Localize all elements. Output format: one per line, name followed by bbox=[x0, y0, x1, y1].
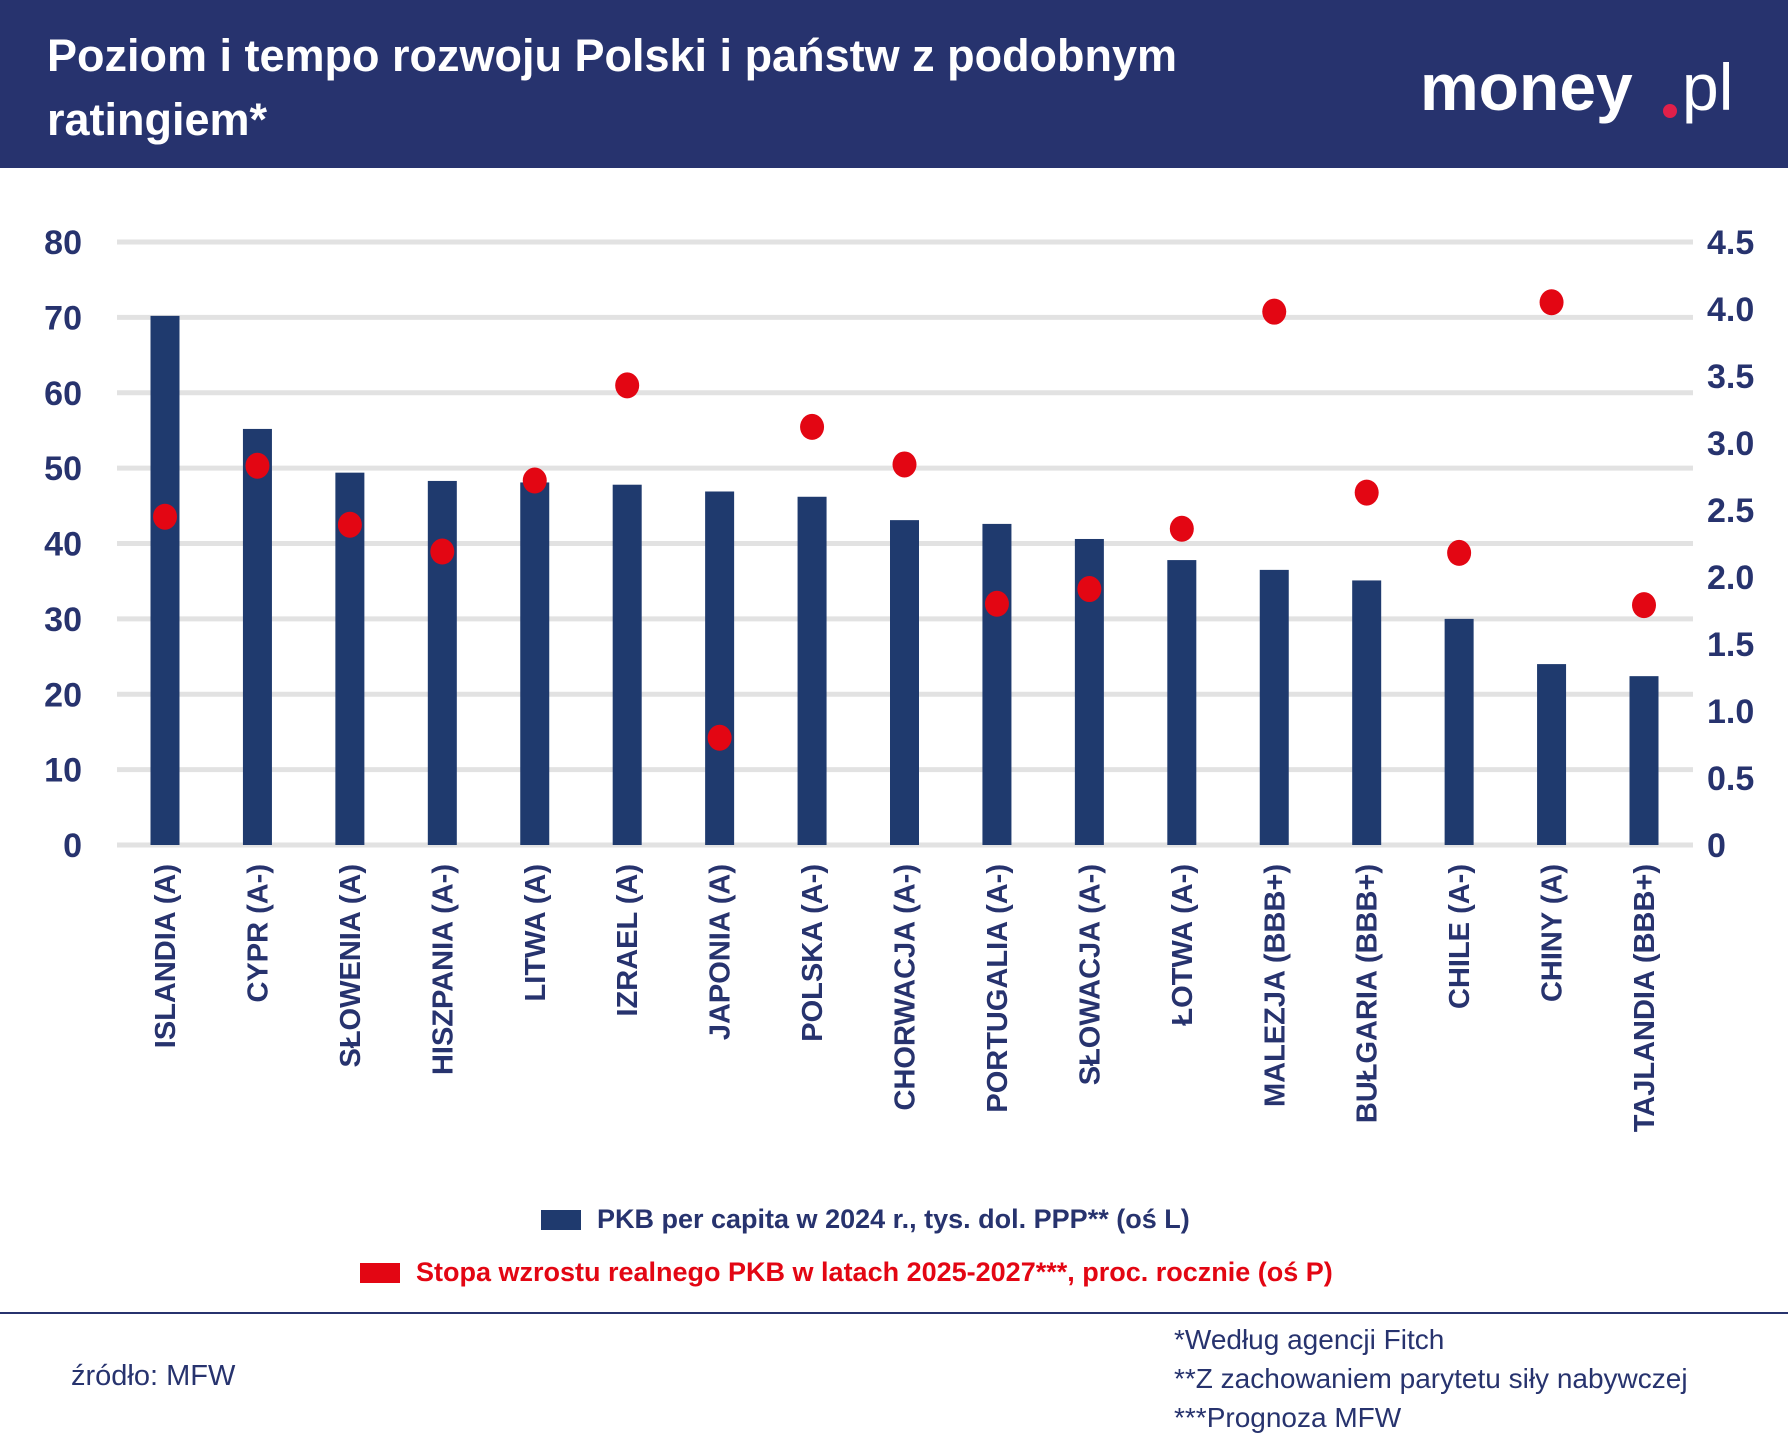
data-point bbox=[430, 538, 455, 565]
legend-item-bars: PKB per capita w 2024 r., tys. dol. PPP*… bbox=[541, 1204, 1190, 1235]
category-label: PORTUGALIA (A-) bbox=[982, 864, 1014, 1113]
footnote: *Według agencji Fitch bbox=[1174, 1324, 1445, 1355]
category-label: CHORWACJA (A-) bbox=[890, 864, 922, 1111]
bar bbox=[890, 520, 919, 845]
money-pl-logo: money pl bbox=[1420, 50, 1733, 124]
right-axis-tick: 0.5 bbox=[1707, 760, 1754, 798]
bar bbox=[982, 523, 1012, 845]
category-label: BUŁGARIA (BBB+) bbox=[1352, 864, 1384, 1123]
combo-chart: 0 10 20 30 40 50 60 70 80 0 0.5 1.0 1.5 2.0 2.5 3.0 3.5 4… bbox=[44, 224, 1754, 1132]
source-note: źródło: MFW bbox=[71, 1360, 236, 1392]
legend-label-bars: PKB per capita w 2024 r., tys. dol. PPP*… bbox=[597, 1204, 1190, 1234]
bar bbox=[1629, 676, 1659, 845]
data-point bbox=[984, 590, 1009, 617]
footnote: ***Prognoza MFW bbox=[1174, 1402, 1402, 1433]
category-label: LITWA (A) bbox=[520, 864, 552, 1001]
legend-swatch-bars bbox=[541, 1209, 581, 1230]
left-axis-tick: 10 bbox=[44, 752, 82, 790]
bar bbox=[1167, 560, 1197, 845]
data-point bbox=[615, 372, 640, 399]
category-label: ISLANDIA (A) bbox=[150, 864, 182, 1048]
category-label: SŁOWENIA (A) bbox=[335, 864, 367, 1068]
legend-swatch-dots bbox=[360, 1262, 400, 1283]
right-axis-tick: 2.5 bbox=[1707, 492, 1754, 530]
right-axis-tick: 3.0 bbox=[1707, 425, 1754, 463]
bar bbox=[1444, 618, 1474, 845]
bar bbox=[797, 496, 827, 845]
bar bbox=[1537, 664, 1567, 845]
right-axis-tick: 0 bbox=[1707, 827, 1726, 865]
bar bbox=[705, 491, 735, 845]
right-axis-tick: 1.0 bbox=[1707, 693, 1754, 731]
data-point bbox=[245, 452, 270, 479]
bar bbox=[150, 315, 180, 845]
bar bbox=[520, 482, 550, 845]
bar bbox=[612, 484, 642, 845]
left-axis-tick: 70 bbox=[44, 299, 82, 337]
data-point bbox=[1539, 289, 1564, 316]
data-point bbox=[1169, 515, 1194, 542]
legend-label-dots: Stopa wzrostu realnego PKB w latach 2025… bbox=[416, 1257, 1333, 1287]
left-axis-tick: 40 bbox=[44, 526, 82, 564]
data-point bbox=[707, 724, 732, 751]
category-label: TAJLANDIA (BBB+) bbox=[1629, 864, 1661, 1132]
footnote: **Z zachowaniem parytetu siły nabywczej bbox=[1174, 1363, 1688, 1394]
category-label: JAPONIA (A) bbox=[705, 864, 737, 1040]
category-label: CHILE (A-) bbox=[1444, 864, 1476, 1009]
right-axis-tick: 1.5 bbox=[1707, 626, 1754, 664]
data-point bbox=[1632, 592, 1656, 619]
left-axis-tick: 20 bbox=[44, 676, 82, 714]
category-label: HISZPANIA (A-) bbox=[427, 864, 459, 1075]
bar bbox=[1352, 580, 1382, 845]
data-point bbox=[153, 503, 177, 530]
data-point bbox=[1354, 479, 1379, 506]
svg-text:money: money bbox=[1420, 50, 1633, 124]
left-axis-tick: 30 bbox=[44, 601, 82, 639]
category-label: SŁOWACJA (A-) bbox=[1074, 864, 1106, 1085]
data-point bbox=[1262, 298, 1287, 325]
left-axis-tick: 0 bbox=[63, 827, 82, 865]
data-point bbox=[522, 467, 547, 494]
bar bbox=[427, 480, 457, 845]
category-label: CYPR (A-) bbox=[242, 864, 274, 1003]
data-point bbox=[892, 451, 917, 478]
category-label: POLSKA (A-) bbox=[797, 864, 829, 1042]
bar bbox=[242, 428, 272, 845]
left-axis-tick: 60 bbox=[44, 375, 82, 413]
category-label: IZRAEL (A) bbox=[612, 864, 644, 1017]
right-axis-tick: 4.5 bbox=[1707, 224, 1754, 262]
right-axis-tick: 4.0 bbox=[1707, 291, 1754, 329]
chart-title: Poziom i tempo rozwoju Polski i państw z… bbox=[47, 30, 1178, 145]
legend-item-dots: Stopa wzrostu realnego PKB w latach 2025… bbox=[360, 1257, 1333, 1288]
right-axis-tick: 2.0 bbox=[1707, 559, 1754, 597]
left-axis-tick: 80 bbox=[44, 224, 82, 262]
header-banner: Poziom i tempo rozwoju Polski i państw z… bbox=[0, 0, 1788, 168]
data-point bbox=[337, 511, 362, 538]
right-axis-tick: 3.5 bbox=[1707, 358, 1754, 396]
data-point bbox=[1077, 576, 1102, 603]
data-point bbox=[800, 413, 825, 440]
footer-divider bbox=[0, 1312, 1788, 1314]
data-point bbox=[1447, 539, 1472, 566]
category-label: ŁOTWA (A-) bbox=[1167, 864, 1199, 1026]
footnotes: *Według agencji Fitch **Z zachowaniem pa… bbox=[1174, 1320, 1688, 1437]
bar bbox=[1259, 569, 1289, 845]
category-label: CHINY (A) bbox=[1537, 864, 1569, 1002]
svg-text:pl: pl bbox=[1682, 50, 1733, 124]
left-axis-tick: 50 bbox=[44, 450, 82, 488]
category-label: MALEZJA (BBB+) bbox=[1259, 864, 1291, 1107]
